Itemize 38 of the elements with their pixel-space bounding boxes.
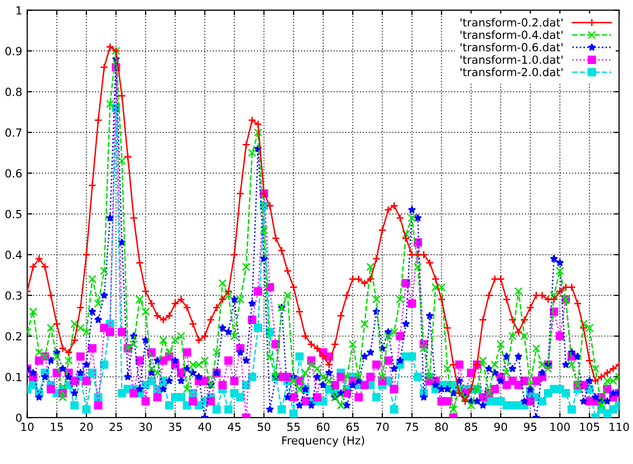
x-tick-label: 10 — [21, 422, 34, 432]
y-tick-label: 0.8 — [5, 88, 22, 96]
legend-label: 'transform-0.2.dat' — [460, 18, 562, 27]
legend-label: 'transform-2.0.dat' — [460, 68, 562, 76]
x-tick-label: 85 — [464, 422, 478, 432]
y-tick-label: 0.1 — [5, 372, 22, 382]
y-tick-label: 0.2 — [5, 332, 22, 340]
x-tick-label: 110 — [610, 422, 629, 432]
y-tick-label: 0.3 — [5, 291, 22, 300]
x-tick-label: 105 — [580, 422, 600, 432]
legend-label: 'transform-1.0.dat' — [460, 55, 562, 64]
y-tick-label: 0.6 — [5, 169, 22, 178]
x-tick-label: 90 — [494, 422, 508, 432]
y-tick-label: 0.7 — [5, 128, 22, 137]
x-tick-label: 25 — [110, 422, 122, 432]
x-tick-label: 65 — [346, 422, 359, 432]
x-tick-label: 30 — [139, 422, 152, 432]
x-axis-title: Frequency (Hz) — [282, 436, 364, 447]
x-tick-label: 35 — [168, 422, 182, 432]
legend-label: 'transform-0.4.dat' — [460, 30, 562, 40]
x-tick-label: 15 — [50, 422, 63, 432]
x-tick-label: 60 — [316, 422, 330, 432]
x-tick-label: 100 — [550, 422, 570, 432]
y-tick-label: 0 — [16, 414, 22, 422]
y-tick-label: 0.4 — [5, 250, 22, 260]
y-tick-label: 0.5 — [5, 210, 22, 218]
x-tick-label: 45 — [228, 422, 240, 432]
x-tick-label: 75 — [406, 422, 418, 432]
x-tick-label: 55 — [287, 422, 300, 432]
x-tick-label: 95 — [524, 422, 536, 432]
x-tick-label: 70 — [376, 422, 389, 432]
legend-label: 'transform-0.6.dat' — [460, 42, 562, 52]
x-tick-label: 80 — [435, 422, 448, 432]
x-tick-label: 40 — [198, 422, 212, 432]
x-tick-label: 50 — [258, 422, 270, 432]
x-tick-label: 20 — [80, 422, 93, 432]
y-tick-label: 1 — [16, 6, 22, 14]
y-tick-label: 0.9 — [5, 46, 22, 56]
